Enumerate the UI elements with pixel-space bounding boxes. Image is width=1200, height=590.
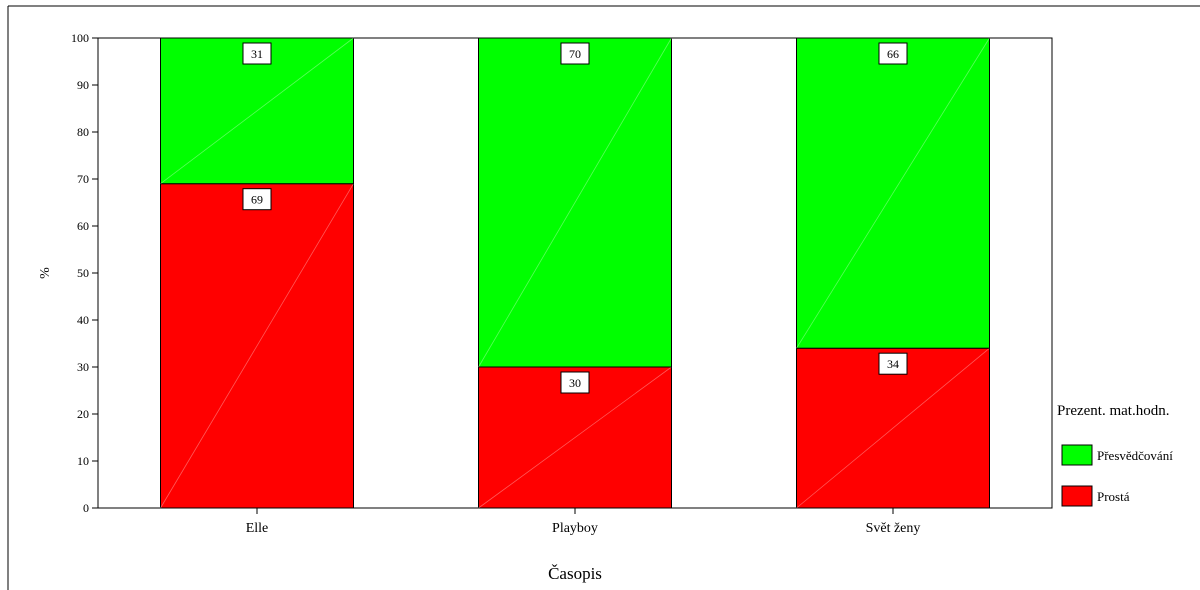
data-label: 30	[569, 376, 581, 390]
x-axis-title: Časopis	[548, 564, 602, 583]
data-label: 31	[251, 47, 263, 61]
data-label: 66	[887, 47, 899, 61]
bar-diagonal	[478, 37, 672, 368]
legend: Prezent. mat.hodn. Přesvědčování Prostá	[1057, 403, 1173, 507]
y-axis: 0 10 20 30 40 50 60 70 80 90 100	[71, 31, 98, 515]
bar-diagonal	[796, 37, 990, 349]
legend-title: Prezent. mat.hodn.	[1057, 403, 1169, 419]
y-tick-label: 80	[77, 125, 89, 139]
data-label: 69	[251, 193, 263, 207]
data-label: 70	[569, 47, 581, 61]
x-tick-label: Playboy	[552, 521, 598, 536]
y-tick-label: 100	[71, 31, 89, 45]
data-label-box	[560, 371, 590, 394]
data-label-box	[878, 352, 908, 375]
x-axis: Elle Playboy Svět ženy	[246, 508, 921, 536]
y-tick-label: 60	[77, 219, 89, 233]
legend-swatch	[1061, 444, 1093, 466]
y-tick-label: 90	[77, 78, 89, 92]
legend-label: Prostá	[1097, 489, 1130, 504]
data-label: 34	[887, 357, 899, 371]
bar-diagonal	[478, 366, 672, 509]
y-tick-label: 70	[77, 172, 89, 186]
y-tick-label: 30	[77, 360, 89, 374]
legend-label: Přesvědčování	[1097, 448, 1173, 463]
y-tick-label: 40	[77, 313, 89, 327]
data-label-box	[242, 188, 272, 211]
legend-swatch	[1061, 485, 1093, 507]
data-label-box	[878, 42, 908, 65]
bar-segment	[160, 183, 354, 509]
bar-segment	[796, 347, 990, 509]
data-label-box	[242, 42, 272, 65]
bar-segment	[478, 37, 672, 368]
y-tick-label: 0	[83, 501, 89, 515]
bar-diagonal	[796, 347, 990, 509]
y-tick-label: 20	[77, 407, 89, 421]
x-tick-label: Svět ženy	[866, 521, 921, 536]
x-tick-label: Elle	[246, 521, 269, 536]
y-axis-title: %	[38, 267, 53, 279]
y-tick-label: 10	[77, 454, 89, 468]
bar-diagonal	[160, 37, 354, 185]
bar-diagonal	[160, 183, 354, 509]
data-label-box	[560, 42, 590, 65]
bar-segment	[796, 37, 990, 349]
y-tick-label: 50	[77, 266, 89, 280]
bars-group: 69 31 30 70 34 66	[160, 37, 990, 509]
